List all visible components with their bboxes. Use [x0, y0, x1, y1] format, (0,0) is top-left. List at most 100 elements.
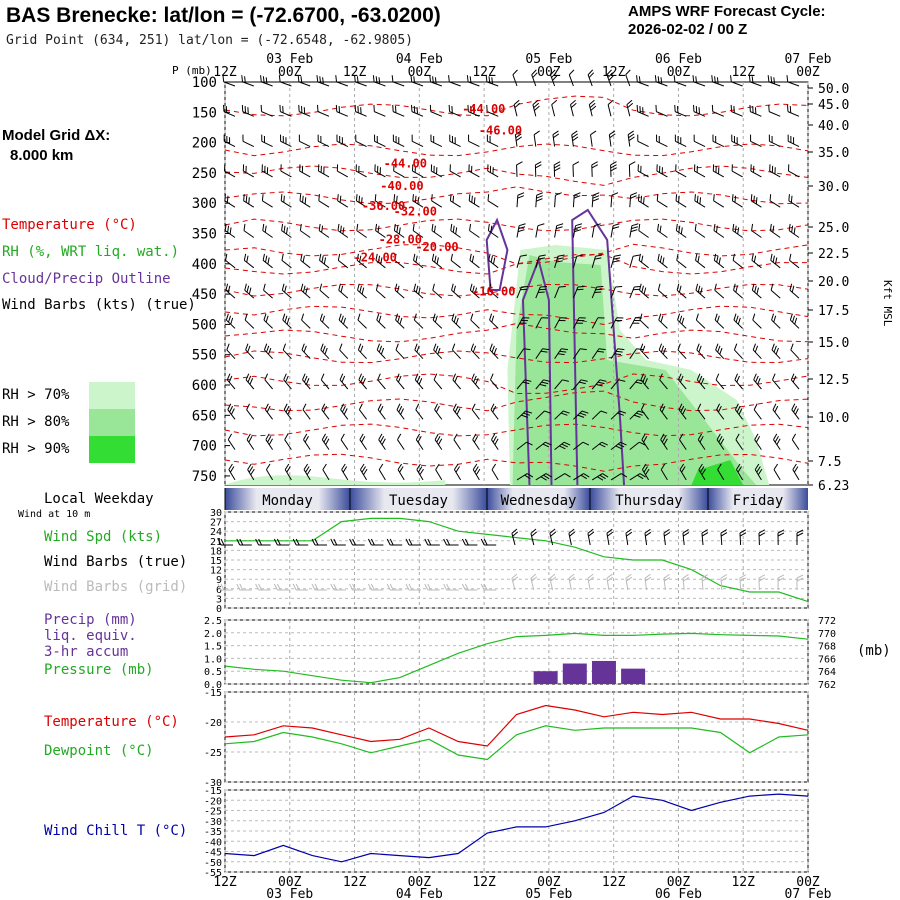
wind-barb [513, 99, 521, 117]
wind-barb [432, 283, 443, 299]
cloud-outline-c [485, 217, 509, 291]
wind-barb [675, 223, 687, 238]
wind-barb [262, 253, 273, 269]
wind-barb [610, 285, 623, 299]
wind-barb [591, 223, 601, 238]
wind-barb [283, 373, 292, 390]
p2-precip-bar [562, 663, 587, 684]
wind-barb [608, 130, 616, 147]
wind-barb [435, 463, 443, 481]
wind-barb [516, 317, 530, 329]
wind-barb [568, 69, 575, 87]
wind-spd-label: Wind Spd (kts) [44, 529, 163, 545]
wind-barb [224, 223, 236, 238]
wind-barb-true [443, 538, 459, 546]
wind-barb-true [739, 529, 747, 546]
kft-tick-label: 35.0 [818, 146, 849, 161]
temperature-contour-1 [224, 143, 809, 157]
wind-barb [355, 194, 367, 208]
wind-barb [571, 130, 579, 147]
wind-barb [715, 343, 725, 360]
p1-ytick-label: 12 [210, 566, 222, 577]
wind-barb [714, 283, 725, 299]
p1-ytick-label: 21 [210, 537, 222, 548]
wind-barb-grid [796, 574, 804, 590]
wind-barb [694, 164, 706, 178]
wind-barb [715, 373, 725, 390]
wind-barb-grid [606, 573, 614, 591]
wind-barb [469, 253, 480, 269]
wind-barb [338, 283, 349, 299]
wind-barb [792, 463, 800, 481]
bottom-hour-label: 12Z [731, 875, 755, 890]
p2-ytick-label: 1.0 [204, 654, 222, 665]
wind-barb [610, 379, 626, 390]
kft-tick-label: 12.5 [818, 373, 849, 388]
wind-barb [245, 343, 255, 360]
wind-barb [535, 254, 546, 268]
wind-barb [636, 75, 649, 87]
wind-barb [637, 164, 649, 178]
wind-barb [376, 313, 386, 329]
wind-barb [336, 164, 349, 178]
wind-barb [245, 373, 255, 390]
wind-barb [753, 403, 762, 420]
wind-barb [731, 164, 743, 178]
wind-barb [535, 410, 551, 420]
wind-barb [357, 283, 367, 299]
wind-barb [516, 473, 534, 481]
wind-barb [302, 373, 311, 390]
cycle-line-1: AMPS WRF Forecast Cycle: [628, 3, 826, 20]
wind-barb [674, 104, 687, 117]
temperature-contour-14 [224, 453, 809, 472]
wind-barb [750, 164, 762, 178]
bottom-hour-label: 00Z [537, 875, 561, 890]
top-date-label: 07 Feb [785, 52, 832, 67]
wind-barb [247, 463, 255, 481]
wind-barbs-legend: Wind Barbs (kts) (true) [2, 297, 196, 313]
wind-barb [453, 433, 462, 450]
pressure-tick-label: 550 [192, 348, 217, 364]
pressure-tick-label: 750 [192, 469, 217, 485]
wind-barb [411, 134, 424, 148]
wind-barb [716, 433, 725, 450]
wind-barb [372, 75, 386, 87]
pressure-tick-label: 100 [192, 75, 217, 91]
wind-barb-true [349, 538, 365, 546]
kft-tick-label: 45.0 [818, 98, 849, 113]
wind-barb-grid [217, 583, 233, 591]
contour-label-6: -28.00 [379, 232, 422, 246]
wind-barb [222, 75, 236, 87]
wind-barb [284, 433, 292, 450]
p2-y2tick-label: 772 [818, 616, 836, 627]
wind-barb [572, 285, 585, 299]
contour-label-3: -40.00 [380, 179, 423, 193]
pressure-tick-label: 400 [192, 257, 217, 273]
wind-barb [412, 194, 424, 208]
wind-barb-grid [349, 583, 365, 591]
wind-barb [791, 433, 800, 450]
wind-barb [771, 343, 781, 360]
bottom-date-label: 05 Feb [525, 887, 572, 900]
wind-barb [551, 99, 558, 117]
wind-barb [591, 473, 609, 481]
wind-barb-grid [663, 573, 671, 591]
wind-barb [532, 99, 540, 117]
wind-barb [657, 253, 668, 269]
weekday-cell-0 [225, 488, 350, 510]
p1-ytick-label: 6 [216, 585, 222, 596]
wind-barb [516, 348, 531, 359]
bottom-hour-label: 12Z [213, 875, 237, 890]
wind-barb [730, 104, 743, 117]
wind-barb [754, 433, 762, 450]
wind-barb [378, 463, 386, 481]
wind-barb [431, 223, 443, 238]
bottom-hour-label: 12Z [472, 875, 496, 890]
wind-barb [692, 75, 706, 87]
wind-barb [695, 313, 706, 329]
wind-barb [591, 285, 604, 299]
p2-frame [224, 619, 809, 685]
wind-barb [377, 403, 386, 420]
wind-barb [626, 99, 634, 117]
